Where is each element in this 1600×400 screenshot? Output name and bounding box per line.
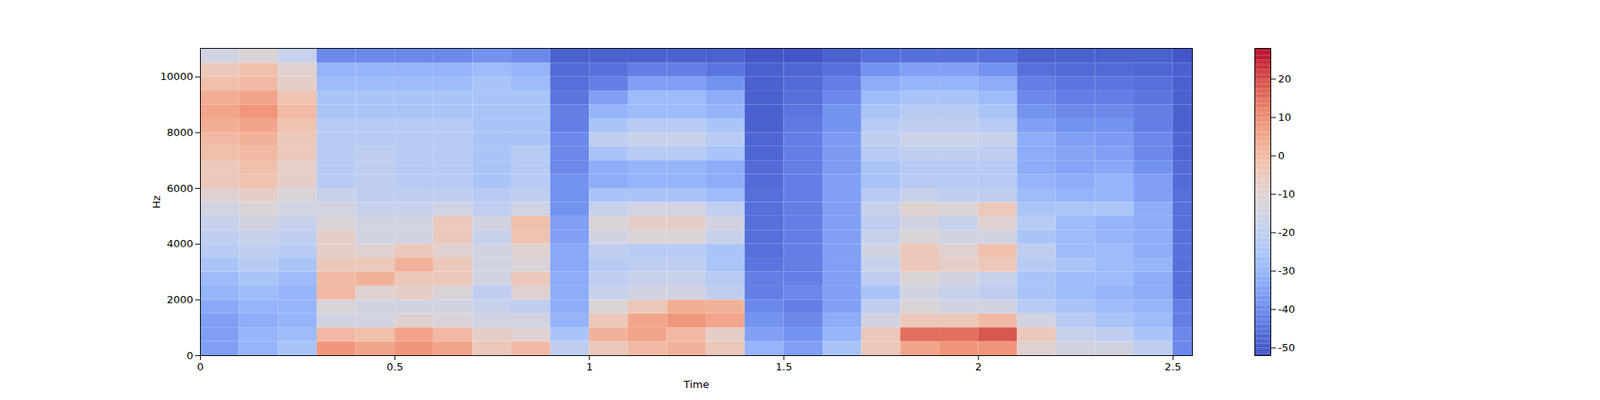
svg-text:10000: 10000 [160,70,193,83]
svg-text:Hz: Hz [150,195,163,209]
svg-text:2.5: 2.5 [1164,360,1182,373]
svg-text:-40: -40 [1278,303,1296,316]
svg-text:10: 10 [1278,111,1292,124]
svg-text:Time: Time [683,378,710,391]
svg-text:8000: 8000 [166,126,193,139]
svg-text:0: 0 [1278,149,1285,162]
svg-text:1: 1 [586,360,593,373]
svg-text:0.5: 0.5 [386,360,404,373]
svg-text:0: 0 [196,360,204,373]
svg-text:4000: 4000 [166,237,193,250]
svg-text:0: 0 [186,349,193,362]
svg-text:2: 2 [975,360,982,373]
svg-text:-50: -50 [1278,341,1296,354]
svg-text:1.5: 1.5 [776,360,793,373]
svg-text:-30: -30 [1278,264,1296,277]
svg-text:-20: -20 [1278,226,1296,239]
svg-text:20: 20 [1278,72,1292,85]
svg-text:6000: 6000 [166,182,193,195]
svg-text:-10: -10 [1278,188,1296,200]
svg-text:2000: 2000 [166,293,193,306]
